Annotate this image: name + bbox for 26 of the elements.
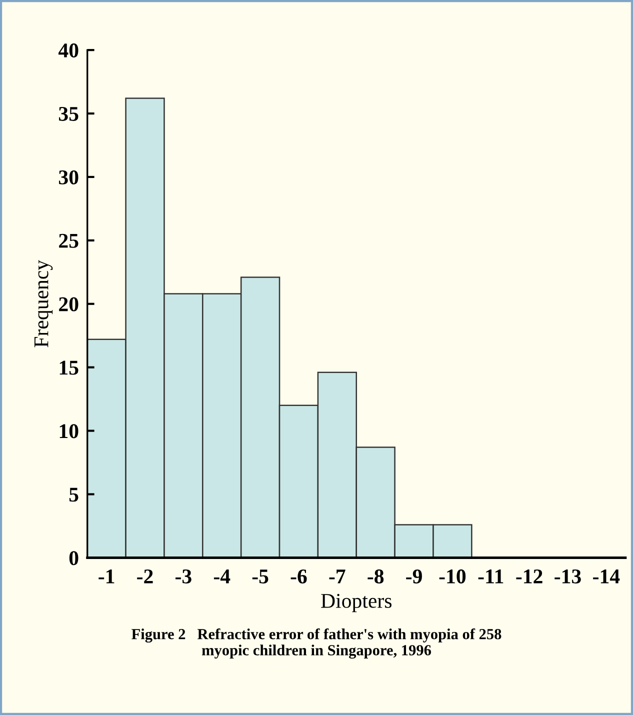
x-tick-label: -6 (290, 569, 307, 584)
y-tick-label: 40 (58, 43, 78, 58)
x-tick-label: -12 (516, 569, 542, 584)
x-axis-title: Diopters (321, 594, 392, 612)
x-tick-label: -3 (176, 569, 192, 584)
x-tick-label: -4 (214, 570, 230, 584)
x-tick-label: -2 (137, 569, 153, 584)
y-axis-title: Frequency (34, 260, 53, 348)
x-tick-label: -11 (478, 570, 504, 584)
x-tick-label: -13 (554, 569, 581, 584)
y-tick-label: 25 (59, 234, 78, 248)
y-tick-label: 10 (60, 424, 78, 438)
x-tick-label: -10 (439, 569, 466, 584)
y-tick-label: 15 (60, 360, 78, 375)
y-tick-label: 35 (58, 106, 78, 121)
x-tick-label: -9 (406, 569, 422, 584)
x-tick-label: -7 (329, 570, 346, 584)
x-tick-label: -5 (252, 570, 268, 584)
y-tick-label: 0 (69, 551, 78, 566)
caption: Figure 2 Refractive error of father's with myopia of 258 myopic children in Singapore, 1996 (132, 628, 502, 659)
x-tick-label: -1 (98, 570, 114, 584)
y-tick-label: 20 (59, 297, 78, 312)
y-tick-label: 30 (58, 170, 78, 184)
x-tick-label: -14 (593, 570, 620, 584)
y-tick-label: 5 (69, 488, 78, 502)
x-tick-label: -8 (368, 569, 384, 584)
